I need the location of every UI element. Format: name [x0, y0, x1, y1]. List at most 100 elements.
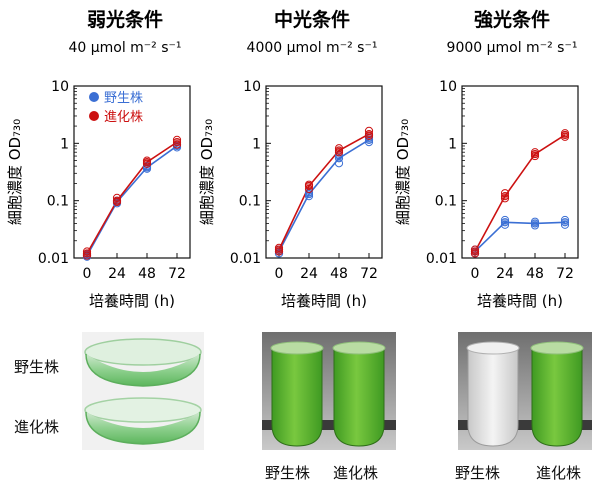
series-line-0: [86, 145, 178, 257]
data-point: [560, 218, 570, 227]
series-line-0: [474, 221, 566, 253]
chart-title: 強光条件: [474, 8, 550, 31]
data-point: [500, 192, 510, 201]
data-point: [530, 219, 540, 228]
data-point: [470, 247, 480, 256]
tube-rim: [530, 341, 584, 355]
series-line-1: [86, 141, 178, 254]
x-tick-label: 24: [108, 266, 126, 282]
data-point: [172, 138, 182, 147]
y-tick-label: 0.1: [239, 194, 261, 210]
data-point: [500, 218, 510, 227]
dish-wild: [84, 338, 202, 387]
chart-title: 中光条件: [274, 8, 350, 31]
x-tick-label: 24: [300, 266, 318, 282]
data-point: [304, 181, 314, 191]
series-line-1: [474, 134, 566, 252]
chart-subtitle: 40 μmol m⁻² s⁻¹: [68, 40, 181, 56]
plot-frame: [73, 85, 191, 259]
tube-wild: [467, 349, 519, 447]
data-point: [364, 129, 374, 139]
y-tick-label: 0.1: [47, 194, 69, 210]
data-point: [112, 196, 122, 205]
x-tick-label: 72: [168, 266, 186, 282]
x-tick-label: 0: [471, 266, 480, 282]
y-axis-label: 細胞濃度 OD₇₃₀: [198, 119, 216, 225]
legend-label-evolved: 進化株: [104, 110, 143, 125]
chart-high-light: 強光条件 9000 μmol m⁻² s⁻¹ 細胞濃度 OD₇₃₀ 培養時間 (…: [394, 8, 579, 310]
y-ticks: 0.01 0.1 1 10: [38, 79, 79, 267]
y-tick-label: 10: [439, 79, 457, 95]
chart-mid-light: 中光条件 4000 μmol m⁻² s⁻¹ 細胞濃度 OD₇₃₀ 培養時間 (…: [198, 8, 383, 310]
tube-rack: [262, 420, 396, 430]
y-tick-label: 0.1: [435, 194, 457, 210]
data-point: [142, 158, 152, 167]
x-ticks: 0 24 48 72: [275, 253, 378, 282]
series-lines: [86, 141, 178, 257]
x-tick-label: 72: [556, 266, 574, 282]
chart-subtitle: 4000 μmol m⁻² s⁻¹: [247, 40, 378, 56]
x-ticks: 0 24 48 72: [83, 253, 186, 282]
legend-marker-wild: [89, 92, 99, 102]
chart-subtitle: 9000 μmol m⁻² s⁻¹: [447, 40, 578, 56]
data-point: [82, 249, 92, 258]
x-tick-label: 0: [275, 266, 284, 282]
tube-wild: [271, 349, 323, 447]
x-tick-label: 72: [360, 266, 378, 282]
y-ticks: 0.01 0.1 1 10: [426, 79, 467, 267]
series-points: [470, 129, 570, 258]
series-points: [274, 126, 374, 258]
photo-label-mid-evolved: 進化株: [333, 464, 379, 482]
legend: 野生株 進化株: [89, 91, 143, 125]
y-tick-label: 10: [51, 79, 69, 95]
x-tick-label: 48: [330, 266, 348, 282]
x-axis-label: 培養時間 (h): [89, 292, 175, 310]
photo-high-light: [458, 332, 592, 450]
y-axis-label: 細胞濃度 OD₇₃₀: [6, 119, 24, 225]
x-tick-label: 48: [526, 266, 544, 282]
photo-label-mid-wild: 野生株: [265, 464, 311, 482]
tube-rim: [332, 341, 386, 355]
tube-rack: [458, 420, 592, 430]
series-lines: [278, 133, 370, 252]
photo-label-low-wild: 野生株: [14, 358, 60, 376]
tube-rim: [466, 341, 520, 355]
x-tick-label: 24: [496, 266, 514, 282]
photo-mid-light: [262, 332, 396, 450]
series-line-0: [278, 139, 370, 252]
photo-label-low-evolved: 進化株: [14, 418, 60, 436]
data-point: [530, 149, 540, 159]
photo-label-high-wild: 野生株: [455, 464, 501, 482]
y-tick-label: 0.01: [38, 251, 69, 267]
chart-low-light: 弱光条件 40 μmol m⁻² s⁻¹ 細胞濃度 OD₇₃₀ 培養時間 (h)…: [6, 8, 191, 310]
plot-frame: [461, 85, 579, 259]
tube-rim: [270, 341, 324, 355]
x-tick-label: 48: [138, 266, 156, 282]
y-tick-label: 1: [60, 136, 69, 152]
series-line-1: [278, 133, 370, 250]
y-tick-label: 0.01: [426, 251, 457, 267]
legend-label-wild: 野生株: [104, 91, 143, 106]
x-axis-label: 培養時間 (h): [281, 292, 367, 310]
data-point: [274, 245, 284, 254]
y-tick-label: 0.01: [230, 251, 261, 267]
plot-frame: [265, 85, 383, 259]
x-ticks: 0 24 48 72: [471, 253, 574, 282]
data-point: [560, 130, 570, 140]
tube-evolved: [333, 349, 385, 447]
legend-marker-evolved: [89, 111, 99, 121]
y-tick-label: 10: [243, 79, 261, 95]
x-tick-label: 0: [83, 266, 92, 282]
y-tick-label: 1: [252, 136, 261, 152]
y-axis-label: 細胞濃度 OD₇₃₀: [394, 119, 412, 225]
data-point: [334, 146, 344, 155]
photo-label-high-evolved: 進化株: [536, 464, 582, 482]
dish-evolved: [84, 397, 202, 445]
chart-title: 弱光条件: [87, 8, 163, 31]
y-ticks: 0.01 0.1 1 10: [230, 79, 271, 267]
tube-evolved: [531, 349, 583, 447]
series-lines: [474, 134, 566, 253]
x-axis-label: 培養時間 (h): [477, 292, 563, 310]
series-points: [82, 135, 182, 261]
